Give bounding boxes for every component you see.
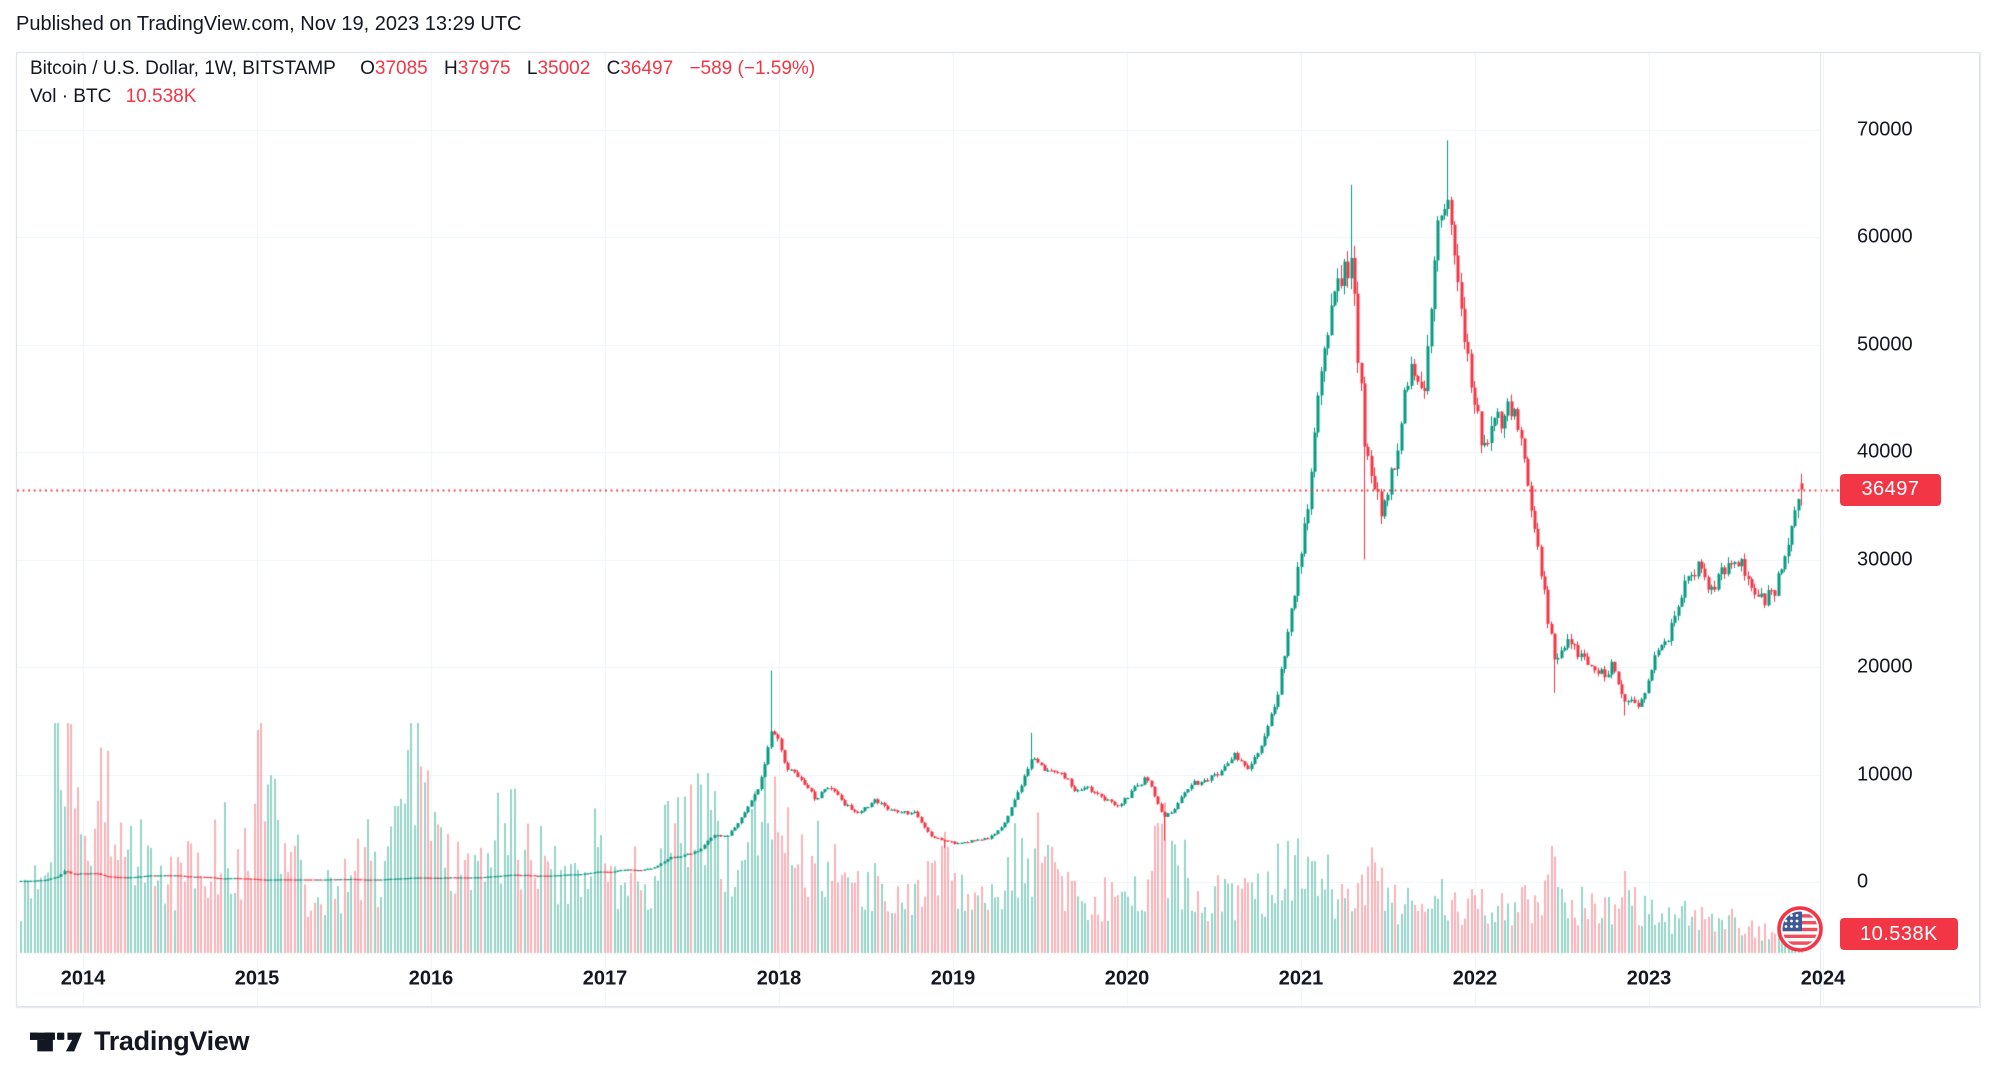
price-axis-label: 0 (1857, 870, 1869, 893)
time-axis-label: 2021 (1278, 967, 1324, 990)
time-axis-label: 2024 (1800, 967, 1846, 990)
tradingview-logo[interactable]: TradingView (30, 1026, 250, 1057)
price-axis-label: 30000 (1857, 548, 1913, 570)
price-axis-label: 40000 (1857, 440, 1913, 463)
time-axis-label: 2014 (60, 967, 106, 990)
tradingview-logo-text: TradingView (94, 1026, 250, 1056)
chart-legend: Bitcoin / U.S. Dollar, 1W, BITSTAMP O370… (30, 58, 815, 80)
volume-value: 10.538K (125, 86, 197, 107)
ohlc-open: O37085 (360, 58, 428, 79)
time-axis-label: 2015 (234, 967, 280, 990)
tradingview-logo-icon (30, 1032, 82, 1051)
time-axis-label: 2017 (582, 967, 628, 990)
published-line: Published on TradingView.com, Nov 19, 20… (16, 13, 522, 35)
ohlc-close: C36497 (606, 58, 674, 79)
price-axis-label: 70000 (1857, 118, 1913, 140)
price-axis-label: 60000 (1857, 225, 1913, 248)
last-volume-badge: 10.538K (1840, 918, 1958, 950)
time-axis-label: 2023 (1626, 967, 1672, 990)
ohlc-low: L35002 (526, 58, 591, 79)
volume-label: Vol · BTC (30, 86, 112, 107)
time-axis-label: 2022 (1452, 967, 1498, 990)
volume-legend: Vol · BTC 10.538K (30, 86, 196, 108)
ohlc-high: H37975 (444, 58, 511, 79)
time-axis-label: 2018 (756, 967, 802, 990)
price-axis-label: 10000 (1857, 763, 1913, 785)
time-axis-label: 2019 (930, 967, 976, 990)
time-axis-label: 2020 (1104, 967, 1150, 990)
time-axis-label: 2016 (408, 967, 454, 990)
us-flag-icon (1777, 906, 1823, 952)
symbol-title: Bitcoin / U.S. Dollar, 1W, BITSTAMP (30, 58, 336, 79)
change-value: −589 (−1.59%) (689, 58, 816, 79)
price-axis-label: 20000 (1857, 655, 1913, 678)
price-axis-label: 50000 (1857, 333, 1913, 355)
last-price-badge: 36497 (1840, 473, 1941, 506)
